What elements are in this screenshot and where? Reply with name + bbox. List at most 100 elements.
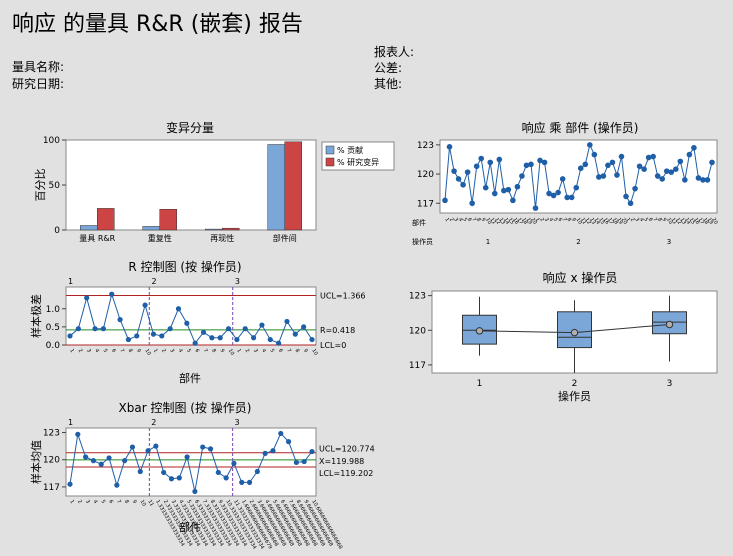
- x-tick-label: 11: [146, 499, 154, 508]
- x-tick-label: 3: [84, 499, 91, 505]
- x-tick-label: 1: [477, 379, 483, 389]
- bar: [284, 141, 302, 231]
- x-tick-label: 14: [502, 217, 510, 226]
- x-tick-label: 6: [466, 217, 473, 223]
- data-point: [137, 468, 143, 475]
- x-tick-label: 2: [160, 348, 167, 354]
- x-tick-label: 4: [93, 348, 100, 354]
- data-point: [491, 190, 498, 197]
- data-point: [209, 335, 215, 341]
- data-point: [582, 161, 589, 168]
- y-tick-label: 117: [43, 483, 60, 493]
- by-operator-chart-title: 响应 x 操作员: [542, 271, 618, 285]
- data-point: [234, 336, 240, 343]
- data-point: [455, 176, 462, 182]
- x-tick-label: 5: [461, 217, 468, 223]
- data-point: [596, 174, 602, 180]
- data-point: [473, 163, 480, 170]
- data-point: [618, 153, 625, 160]
- data-point: [292, 331, 298, 337]
- data-point: [150, 331, 157, 337]
- data-point: [709, 159, 715, 166]
- data-point: [469, 200, 475, 207]
- data-point: [129, 444, 136, 450]
- x-tick-label: 5: [269, 348, 276, 354]
- data-point: [246, 479, 253, 485]
- data-point: [270, 448, 276, 454]
- data-point: [641, 166, 647, 172]
- data-point: [627, 200, 634, 207]
- x-tick-label: 2: [76, 499, 83, 505]
- data-point: [460, 181, 466, 188]
- x-tick-label: 8: [123, 499, 130, 505]
- x-tick-label: 19: [525, 217, 533, 226]
- data-point: [225, 326, 232, 332]
- x-tick-label: 9: [479, 217, 486, 223]
- x-tick-label: 8: [656, 217, 663, 223]
- x-tick-label: 17: [516, 217, 524, 226]
- data-point: [223, 475, 229, 481]
- y-tick-label: 120: [409, 326, 426, 336]
- x-tick-label: 2: [448, 217, 455, 223]
- data-point: [510, 197, 516, 204]
- x-tick-label: 20: [529, 217, 537, 226]
- data-point: [704, 177, 711, 183]
- data-point: [242, 326, 248, 332]
- x-tick-label: 7: [115, 499, 122, 505]
- data-point: [555, 189, 561, 196]
- x-tick-label: 9: [135, 348, 142, 354]
- x-axis-label: 部件: [179, 371, 201, 385]
- data-point: [514, 183, 521, 190]
- data-point: [192, 488, 198, 495]
- x-tick-label: 再现性: [210, 233, 234, 243]
- y-tick-label: 0.5: [46, 323, 60, 333]
- xbar-chart-title: Xbar 控制图 (按 操作员): [118, 401, 252, 415]
- x-tick-label: 15: [597, 217, 605, 226]
- mean-marker: [665, 320, 674, 329]
- data-point: [109, 291, 115, 297]
- x-tick-label: 9: [131, 499, 138, 505]
- plot-area: [65, 427, 317, 497]
- operator-label: 1: [486, 238, 490, 246]
- x-tick-label: 1: [534, 217, 541, 223]
- x-tick-label: 1: [68, 348, 75, 354]
- data-point: [309, 336, 315, 343]
- x-tick-label: 7: [561, 217, 568, 223]
- tolerance-label: 公差:: [374, 61, 403, 75]
- x-tick-label: 10: [143, 348, 151, 357]
- y-axis-label: 样本均值: [29, 440, 43, 484]
- x-tick-label: 10: [227, 348, 235, 357]
- data-point: [184, 454, 190, 460]
- x-tick-label: 8: [127, 348, 134, 354]
- x-axis-label: 操作员: [558, 389, 591, 403]
- x-tick-label: 14: [683, 217, 691, 226]
- data-point: [587, 142, 593, 148]
- x-tick-label: 15: [688, 217, 696, 226]
- x-tick-label: 7: [470, 217, 477, 223]
- y-axis-label: 百分比: [34, 169, 47, 202]
- operator-label: 2: [151, 418, 156, 427]
- data-point: [654, 173, 661, 179]
- x-tick-label: 3: [85, 348, 92, 354]
- x-tick-label: 20: [710, 217, 718, 226]
- data-point: [278, 430, 284, 437]
- data-point: [568, 194, 575, 201]
- operator-label: 1: [68, 277, 73, 286]
- legend-swatch: [325, 157, 335, 167]
- data-point: [90, 458, 97, 464]
- y-tick-label: 123: [417, 141, 434, 151]
- data-point: [501, 187, 507, 194]
- y-tick-label: 117: [417, 199, 434, 209]
- x-tick-label: 10: [665, 217, 673, 226]
- data-point: [614, 172, 620, 178]
- x-tick-label: 1: [443, 217, 450, 223]
- y-tick-label: 1.0: [46, 305, 61, 315]
- x-tick-label: 7: [285, 348, 292, 354]
- data-point: [301, 458, 307, 465]
- data-point: [573, 184, 580, 191]
- x-tick-label: 3: [633, 217, 640, 223]
- data-point: [159, 333, 165, 339]
- data-point: [114, 482, 120, 488]
